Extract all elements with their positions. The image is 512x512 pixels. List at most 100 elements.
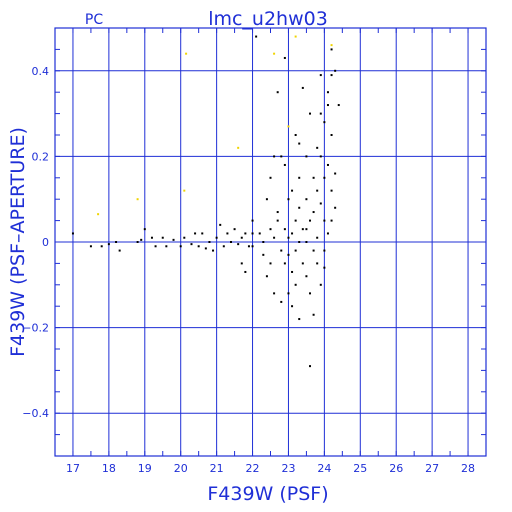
data-point bbox=[247, 245, 250, 248]
data-point bbox=[283, 228, 286, 231]
data-point bbox=[330, 134, 333, 136]
data-point bbox=[323, 249, 326, 252]
y-tick-labels: −0.4 −0.2 0 0.2 0.4 bbox=[22, 65, 49, 420]
data-point bbox=[312, 313, 315, 316]
data-point bbox=[273, 155, 276, 158]
data-point bbox=[323, 219, 326, 222]
data-point bbox=[294, 283, 297, 286]
data-point bbox=[179, 245, 182, 248]
data-point bbox=[298, 176, 301, 179]
data-point bbox=[262, 253, 265, 256]
data-point bbox=[319, 155, 322, 158]
data-point bbox=[237, 243, 240, 246]
data-point bbox=[97, 213, 100, 216]
data-point bbox=[269, 262, 272, 265]
data-point bbox=[204, 247, 207, 250]
data-point bbox=[136, 241, 139, 243]
data-point bbox=[208, 241, 211, 243]
data-point bbox=[269, 176, 272, 179]
data-point bbox=[219, 223, 222, 226]
data-point bbox=[305, 228, 308, 231]
data-point bbox=[283, 163, 286, 166]
data-point bbox=[165, 245, 168, 248]
data-point bbox=[89, 245, 92, 248]
x-tick-label: 22 bbox=[246, 462, 260, 475]
data-point bbox=[337, 104, 340, 107]
data-point bbox=[334, 69, 337, 72]
data-point bbox=[265, 198, 268, 201]
x-axis-label: F439W (PSF) bbox=[207, 483, 328, 505]
data-point bbox=[237, 146, 240, 149]
data-point bbox=[244, 270, 247, 273]
data-point bbox=[291, 270, 294, 273]
data-point bbox=[280, 300, 283, 303]
data-point bbox=[251, 245, 254, 248]
data-point bbox=[323, 266, 326, 269]
data-point bbox=[287, 236, 290, 239]
data-point bbox=[276, 211, 279, 214]
data-point bbox=[294, 249, 297, 252]
data-point bbox=[298, 142, 301, 145]
data-point bbox=[197, 245, 200, 248]
data-point bbox=[276, 219, 279, 222]
data-point bbox=[323, 176, 326, 179]
y-axis-label: F439W (PSF–APERTURE) bbox=[7, 127, 29, 357]
data-point bbox=[294, 219, 297, 222]
data-point bbox=[183, 189, 186, 192]
data-point bbox=[316, 189, 319, 192]
data-point bbox=[305, 198, 308, 201]
data-point bbox=[240, 236, 243, 239]
data-point bbox=[115, 241, 118, 243]
x-tick-labels: 17 18 19 20 21 22 23 24 25 26 27 28 bbox=[66, 462, 475, 475]
data-point bbox=[291, 305, 294, 308]
data-point bbox=[161, 236, 164, 239]
y-tick-label: −0.4 bbox=[22, 407, 49, 420]
data-point bbox=[334, 172, 337, 175]
data-point bbox=[273, 236, 276, 239]
data-point bbox=[262, 241, 265, 243]
data-point bbox=[244, 232, 247, 235]
data-point bbox=[273, 52, 276, 55]
data-point bbox=[319, 283, 322, 286]
data-point bbox=[309, 219, 312, 222]
data-point bbox=[172, 238, 175, 241]
y-tick-label: 0.2 bbox=[32, 150, 50, 163]
data-point bbox=[280, 249, 283, 252]
data-point bbox=[190, 243, 193, 246]
corner-label: PC bbox=[85, 12, 103, 28]
data-point bbox=[251, 219, 254, 222]
data-point bbox=[294, 35, 297, 38]
data-point bbox=[316, 146, 319, 149]
data-point bbox=[71, 232, 74, 235]
data-point bbox=[287, 253, 290, 256]
data-point bbox=[330, 44, 333, 47]
x-tick-label: 24 bbox=[317, 462, 331, 475]
x-tick-label: 17 bbox=[66, 462, 80, 475]
y-tick-label: 0 bbox=[42, 236, 49, 249]
data-point bbox=[194, 232, 197, 235]
x-tick-label: 21 bbox=[210, 462, 224, 475]
data-point bbox=[323, 121, 326, 124]
data-point bbox=[226, 232, 229, 235]
data-point bbox=[280, 155, 283, 158]
data-point bbox=[326, 91, 329, 94]
data-point bbox=[298, 318, 301, 321]
data-point bbox=[283, 56, 286, 59]
data-point bbox=[154, 245, 157, 248]
data-point bbox=[326, 104, 329, 107]
data-point bbox=[309, 112, 312, 115]
data-point bbox=[258, 232, 261, 235]
data-point bbox=[183, 236, 186, 239]
data-point bbox=[330, 74, 333, 77]
data-point bbox=[201, 232, 204, 235]
grid-lines bbox=[54, 27, 487, 457]
data-point bbox=[319, 74, 322, 77]
data-point bbox=[326, 232, 329, 235]
data-point bbox=[291, 189, 294, 192]
data-point bbox=[212, 249, 215, 252]
data-point bbox=[312, 211, 315, 214]
data-point bbox=[334, 206, 337, 209]
data-point bbox=[326, 163, 329, 166]
y-tick-label: 0.4 bbox=[32, 65, 50, 78]
data-point bbox=[287, 125, 290, 128]
